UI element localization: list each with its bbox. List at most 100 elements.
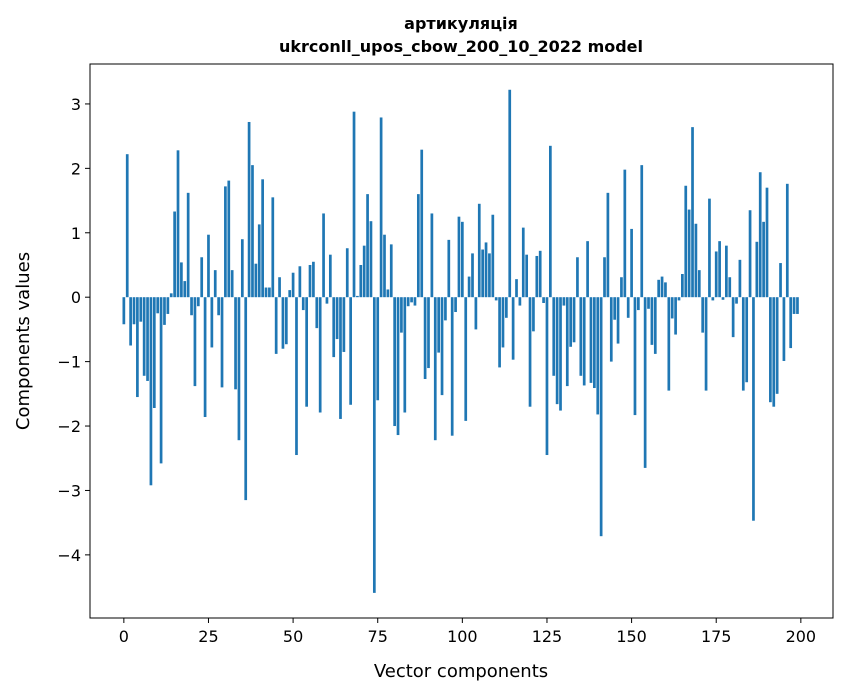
bar-25 xyxy=(207,234,210,298)
bar-174 xyxy=(711,297,715,301)
bar-80 xyxy=(393,297,397,427)
bar-119 xyxy=(525,254,529,298)
y-tick-label: −4 xyxy=(57,546,81,565)
bar-66 xyxy=(345,248,349,298)
bar-101 xyxy=(464,297,468,421)
bar-11 xyxy=(159,297,163,464)
bar-67 xyxy=(349,297,352,405)
bar-150 xyxy=(630,228,633,298)
bar-45 xyxy=(274,297,278,354)
bar-122 xyxy=(535,255,539,298)
bar-182 xyxy=(738,259,742,298)
x-tick-label: 50 xyxy=(283,627,303,646)
bar-133 xyxy=(572,297,576,343)
bar-168 xyxy=(691,127,694,298)
bar-199 xyxy=(796,297,799,314)
bar-62 xyxy=(332,297,336,358)
bar-146 xyxy=(616,297,620,344)
bar-152 xyxy=(637,297,640,311)
bar-194 xyxy=(779,263,782,298)
bar-34 xyxy=(237,297,241,441)
bar-3 xyxy=(132,297,136,325)
bar-165 xyxy=(681,274,684,298)
bar-195 xyxy=(782,297,786,361)
bar-21 xyxy=(193,297,197,387)
bar-84 xyxy=(406,297,410,307)
y-tick-label: 3 xyxy=(71,95,81,114)
y-tick-label: 0 xyxy=(71,288,81,307)
bar-103 xyxy=(471,253,474,298)
bar-108 xyxy=(488,253,491,298)
bar-105 xyxy=(477,203,481,298)
bar-10 xyxy=(156,297,160,314)
bar-44 xyxy=(271,197,275,298)
bar-169 xyxy=(694,223,698,298)
bar-110 xyxy=(494,297,498,301)
y-tick-label: −3 xyxy=(57,481,81,500)
bar-118 xyxy=(521,227,525,298)
bar-73 xyxy=(369,221,373,298)
bar-91 xyxy=(430,213,434,298)
x-tick-label: 25 xyxy=(198,627,218,646)
bar-132 xyxy=(569,297,573,347)
bar-19 xyxy=(186,192,190,298)
bar-183 xyxy=(741,297,745,391)
bar-136 xyxy=(582,297,586,386)
bar-157 xyxy=(653,297,657,354)
x-axis-label: Vector components xyxy=(374,661,548,682)
bar-181 xyxy=(735,297,738,304)
bar-89 xyxy=(423,297,427,380)
bar-18 xyxy=(183,281,187,298)
bar-2 xyxy=(129,297,132,346)
bar-130 xyxy=(562,297,566,306)
bar-100 xyxy=(460,221,464,298)
bar-65 xyxy=(342,297,346,352)
bar-57 xyxy=(315,297,319,329)
bar-156 xyxy=(650,297,654,345)
bar-113 xyxy=(504,297,508,318)
y-tick-label: 1 xyxy=(71,224,81,243)
bar-190 xyxy=(765,187,769,298)
bar-42 xyxy=(264,287,268,298)
bar-46 xyxy=(278,277,281,298)
bar-102 xyxy=(467,276,471,298)
bar-187 xyxy=(755,241,759,298)
bar-43 xyxy=(268,287,271,298)
bar-149 xyxy=(626,297,630,318)
bar-13 xyxy=(166,297,170,314)
bar-121 xyxy=(532,297,535,332)
bars xyxy=(122,89,799,593)
bar-115 xyxy=(511,297,515,360)
bar-116 xyxy=(515,279,518,298)
bar-8 xyxy=(149,297,153,486)
x-tick-label: 175 xyxy=(701,627,732,646)
bar-49 xyxy=(288,290,292,298)
bar-98 xyxy=(454,297,457,313)
bar-163 xyxy=(674,297,677,335)
bar-79 xyxy=(389,244,393,298)
bar-76 xyxy=(379,117,383,298)
bar-112 xyxy=(501,297,505,348)
bar-123 xyxy=(538,250,542,298)
bar-7 xyxy=(146,297,149,381)
bar-95 xyxy=(444,297,447,321)
bar-134 xyxy=(576,257,579,298)
bar-177 xyxy=(721,297,725,300)
bar-117 xyxy=(518,297,522,306)
bar-58 xyxy=(318,297,322,413)
bar-85 xyxy=(410,297,413,303)
bar-63 xyxy=(335,297,339,340)
bar-188 xyxy=(758,172,762,298)
y-axis-label: Components values xyxy=(13,252,34,430)
bar-129 xyxy=(559,297,562,411)
x-tick-label: 200 xyxy=(786,627,817,646)
bar-145 xyxy=(613,297,617,320)
bar-87 xyxy=(416,194,420,298)
y-tick-label: 2 xyxy=(71,159,81,178)
bar-86 xyxy=(413,297,417,306)
x-axis: 0 25 50 75 100 125 150 175 200 xyxy=(119,618,816,646)
x-tick-label: 100 xyxy=(447,627,478,646)
bar-180 xyxy=(731,297,735,338)
bar-193 xyxy=(775,297,779,394)
